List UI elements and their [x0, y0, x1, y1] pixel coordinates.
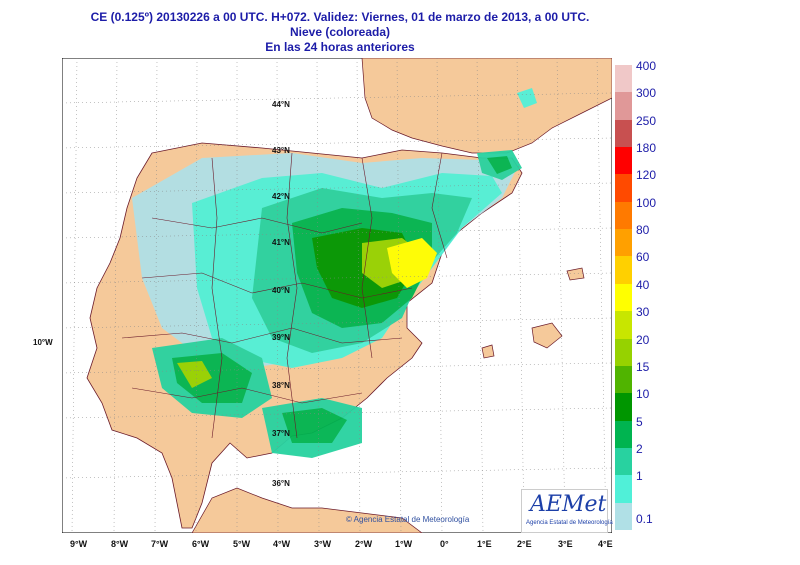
legend-label: 1	[636, 469, 643, 484]
aemet-logo: AEMet Agencia Estatal de Meteorología	[521, 489, 613, 533]
aemet-logo-subtitle: Agencia Estatal de Meteorología	[526, 520, 613, 526]
legend-label: 10	[636, 387, 650, 402]
mallorca-island	[531, 322, 563, 349]
lon-label-0: 0°	[440, 539, 449, 549]
lat-label-43: 43°N	[272, 146, 290, 155]
lon-label-9w: 9°W	[70, 539, 88, 549]
lat-label-44: 44°N	[272, 100, 290, 109]
legend-swatch	[615, 92, 632, 120]
legend-label: 400	[636, 59, 657, 73]
lon-label-4e: 4°E	[598, 539, 613, 549]
lat-label-40: 40°N	[272, 286, 290, 295]
legend-swatch	[615, 147, 632, 175]
lon-label-8w: 8°W	[111, 539, 129, 549]
legend-swatch	[615, 174, 632, 202]
lon-label-7w: 7°W	[151, 539, 169, 549]
lon-label-3w: 3°W	[314, 539, 332, 549]
legend-label: 0.1	[636, 512, 653, 526]
legend-label: 60	[636, 250, 650, 265]
lon-label-2w: 2°W	[355, 539, 373, 549]
legend-swatch	[615, 119, 632, 148]
legend-swatch	[615, 475, 632, 503]
lon-label-10w-left: 10°W	[33, 338, 53, 347]
legend-label: 180	[636, 141, 657, 156]
lat-label-36: 36°N	[272, 479, 290, 488]
legend-swatch	[615, 229, 632, 257]
lat-label-41: 41°N	[272, 238, 290, 247]
legend-swatch	[615, 393, 632, 421]
legend-label: 15	[636, 359, 650, 374]
lon-label-1e: 1°E	[477, 539, 492, 549]
precipitation-map	[62, 58, 612, 533]
menorca-island	[566, 267, 585, 281]
legend-label: 40	[636, 277, 650, 292]
legend-label: 5	[636, 414, 643, 429]
map-title-line3: En las 24 horas anteriores	[265, 40, 415, 54]
legend-swatch	[615, 201, 632, 230]
legend-label: 250	[636, 113, 657, 128]
province-borders	[121, 152, 448, 439]
map-title-line1: CE (0.125º) 20130226 a 00 UTC. H+072. Va…	[90, 10, 590, 24]
lat-label-38: 38°N	[272, 381, 290, 390]
lon-label-3e: 3°E	[558, 539, 573, 549]
ibiza-island	[481, 344, 495, 359]
legend-swatch	[615, 65, 632, 93]
map-title-line2: Nieve (coloreada)	[289, 25, 391, 39]
lon-label-2e: 2°E	[517, 539, 532, 549]
lon-label-5w: 5°W	[233, 539, 251, 549]
legend-swatch	[615, 338, 632, 366]
lon-label-1w: 1°W	[395, 539, 413, 549]
lon-label-4w: 4°W	[273, 539, 291, 549]
aemet-logo-text: AEMet	[530, 492, 607, 517]
legend-swatch	[615, 365, 632, 394]
legend-swatch	[615, 283, 632, 312]
legend-label: 300	[636, 86, 657, 101]
legend-swatch	[615, 256, 632, 284]
legend-label: 20	[636, 332, 650, 347]
lat-label-37: 37°N	[272, 429, 290, 438]
legend-swatch	[615, 502, 632, 530]
lat-label-42: 42°N	[272, 192, 290, 201]
copyright-text: © Agencia Estatal de Meteorología	[346, 515, 470, 524]
legend-swatch	[615, 420, 632, 448]
legend-label: 120	[636, 168, 657, 183]
legend-swatch	[615, 311, 632, 339]
africa-land	[191, 487, 423, 533]
lon-label-6w: 6°W	[192, 539, 210, 549]
lat-label-39: 39°N	[272, 333, 290, 342]
legend-label: 80	[636, 223, 650, 238]
legend-label: 2	[636, 441, 643, 456]
legend-label: 30	[636, 305, 650, 320]
legend-swatch	[615, 447, 632, 476]
legend-label: 100	[636, 195, 657, 210]
